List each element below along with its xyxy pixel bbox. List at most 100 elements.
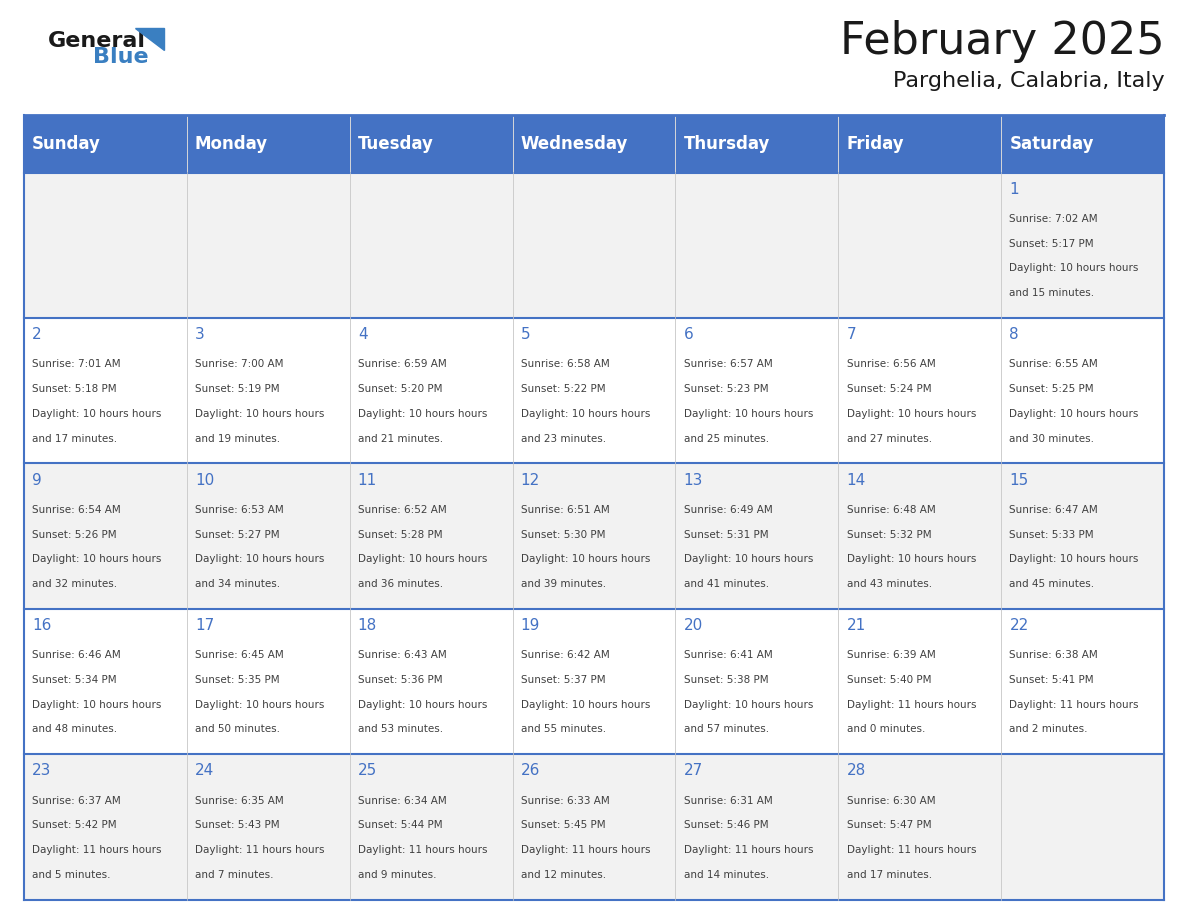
Text: Saturday: Saturday: [1010, 135, 1094, 152]
Text: Sunrise: 6:47 AM: Sunrise: 6:47 AM: [1010, 505, 1098, 515]
Text: Wednesday: Wednesday: [520, 135, 628, 152]
Text: Daylight: 11 hours hours: Daylight: 11 hours hours: [847, 700, 977, 710]
Text: and 55 minutes.: and 55 minutes.: [520, 724, 606, 734]
Text: Sunset: 5:44 PM: Sunset: 5:44 PM: [358, 821, 442, 830]
Text: Sunset: 5:32 PM: Sunset: 5:32 PM: [847, 530, 931, 540]
Bar: [839, 173, 1001, 318]
Text: Sunset: 5:43 PM: Sunset: 5:43 PM: [195, 821, 279, 830]
Text: Daylight: 10 hours hours: Daylight: 10 hours hours: [520, 554, 650, 565]
Text: 7: 7: [847, 327, 857, 342]
Bar: [1001, 173, 1164, 318]
Text: Sunset: 5:46 PM: Sunset: 5:46 PM: [683, 821, 769, 830]
Text: and 57 minutes.: and 57 minutes.: [683, 724, 769, 734]
Text: Sunrise: 6:53 AM: Sunrise: 6:53 AM: [195, 505, 284, 515]
Text: Daylight: 10 hours hours: Daylight: 10 hours hours: [683, 554, 813, 565]
Text: Daylight: 11 hours hours: Daylight: 11 hours hours: [32, 845, 162, 855]
Text: Thursday: Thursday: [683, 135, 770, 152]
Text: Sunset: 5:27 PM: Sunset: 5:27 PM: [195, 530, 279, 540]
Text: Daylight: 10 hours hours: Daylight: 10 hours hours: [520, 700, 650, 710]
Text: and 30 minutes.: and 30 minutes.: [1010, 433, 1094, 443]
Bar: [24, 318, 187, 464]
Bar: [839, 464, 1001, 609]
Text: Daylight: 10 hours hours: Daylight: 10 hours hours: [847, 409, 975, 419]
Text: Sunrise: 6:35 AM: Sunrise: 6:35 AM: [195, 796, 284, 805]
Text: Daylight: 11 hours hours: Daylight: 11 hours hours: [358, 845, 487, 855]
Text: and 25 minutes.: and 25 minutes.: [683, 433, 769, 443]
Text: Sunset: 5:34 PM: Sunset: 5:34 PM: [32, 675, 116, 685]
Text: Sunset: 5:22 PM: Sunset: 5:22 PM: [520, 384, 606, 394]
Text: and 17 minutes.: and 17 minutes.: [847, 870, 931, 879]
Text: Sunrise: 7:00 AM: Sunrise: 7:00 AM: [195, 359, 283, 369]
Text: Sunset: 5:25 PM: Sunset: 5:25 PM: [1010, 384, 1094, 394]
Text: Sunset: 5:47 PM: Sunset: 5:47 PM: [847, 821, 931, 830]
Text: Daylight: 10 hours hours: Daylight: 10 hours hours: [358, 554, 487, 565]
Text: Sunrise: 6:38 AM: Sunrise: 6:38 AM: [1010, 650, 1098, 660]
Text: Monday: Monday: [195, 135, 268, 152]
Text: 3: 3: [195, 327, 204, 342]
Text: Sunset: 5:19 PM: Sunset: 5:19 PM: [195, 384, 279, 394]
Bar: [512, 464, 676, 609]
Text: Sunset: 5:23 PM: Sunset: 5:23 PM: [683, 384, 769, 394]
Text: 9: 9: [32, 473, 42, 487]
Text: 20: 20: [683, 618, 703, 633]
Text: and 12 minutes.: and 12 minutes.: [520, 870, 606, 879]
Text: Sunrise: 6:58 AM: Sunrise: 6:58 AM: [520, 359, 609, 369]
Text: Friday: Friday: [847, 135, 904, 152]
Text: Sunrise: 6:59 AM: Sunrise: 6:59 AM: [358, 359, 447, 369]
Text: Daylight: 10 hours hours: Daylight: 10 hours hours: [195, 700, 324, 710]
Text: 18: 18: [358, 618, 377, 633]
Text: Sunrise: 6:57 AM: Sunrise: 6:57 AM: [683, 359, 772, 369]
Text: Daylight: 11 hours hours: Daylight: 11 hours hours: [1010, 700, 1139, 710]
Text: Sunrise: 6:30 AM: Sunrise: 6:30 AM: [847, 796, 935, 805]
Text: 4: 4: [358, 327, 367, 342]
Bar: [839, 609, 1001, 755]
Text: Daylight: 10 hours hours: Daylight: 10 hours hours: [847, 554, 975, 565]
Bar: [24, 609, 187, 755]
Text: and 19 minutes.: and 19 minutes.: [195, 433, 280, 443]
Text: and 43 minutes.: and 43 minutes.: [847, 579, 931, 589]
Text: Daylight: 11 hours hours: Daylight: 11 hours hours: [847, 845, 977, 855]
Text: and 9 minutes.: and 9 minutes.: [358, 870, 436, 879]
Text: Daylight: 10 hours hours: Daylight: 10 hours hours: [1010, 409, 1139, 419]
Text: Daylight: 10 hours hours: Daylight: 10 hours hours: [195, 554, 324, 565]
Bar: [1001, 318, 1164, 464]
Text: Daylight: 10 hours hours: Daylight: 10 hours hours: [32, 700, 162, 710]
Text: and 15 minutes.: and 15 minutes.: [1010, 288, 1094, 298]
Text: Sunrise: 6:45 AM: Sunrise: 6:45 AM: [195, 650, 284, 660]
Text: Sunset: 5:42 PM: Sunset: 5:42 PM: [32, 821, 116, 830]
Text: 2: 2: [32, 327, 42, 342]
Text: and 41 minutes.: and 41 minutes.: [683, 579, 769, 589]
Text: and 17 minutes.: and 17 minutes.: [32, 433, 118, 443]
Text: Sunset: 5:20 PM: Sunset: 5:20 PM: [358, 384, 442, 394]
Text: 21: 21: [847, 618, 866, 633]
Bar: [349, 609, 512, 755]
Text: 5: 5: [520, 327, 530, 342]
Text: Daylight: 10 hours hours: Daylight: 10 hours hours: [683, 409, 813, 419]
Bar: [24, 755, 187, 900]
Text: Sunrise: 6:51 AM: Sunrise: 6:51 AM: [520, 505, 609, 515]
Bar: [349, 115, 512, 173]
Text: Sunrise: 6:46 AM: Sunrise: 6:46 AM: [32, 650, 121, 660]
Bar: [187, 318, 349, 464]
Bar: [24, 115, 187, 173]
Bar: [676, 609, 839, 755]
Text: 6: 6: [683, 327, 694, 342]
Text: Sunrise: 6:52 AM: Sunrise: 6:52 AM: [358, 505, 447, 515]
Text: Sunset: 5:33 PM: Sunset: 5:33 PM: [1010, 530, 1094, 540]
Text: 11: 11: [358, 473, 377, 487]
Bar: [187, 173, 349, 318]
Text: Sunset: 5:40 PM: Sunset: 5:40 PM: [847, 675, 931, 685]
Text: and 7 minutes.: and 7 minutes.: [195, 870, 273, 879]
Bar: [24, 464, 187, 609]
Text: Parghelia, Calabria, Italy: Parghelia, Calabria, Italy: [892, 71, 1164, 91]
Text: 13: 13: [683, 473, 703, 487]
Bar: [512, 115, 676, 173]
Bar: [1001, 464, 1164, 609]
Text: 24: 24: [195, 764, 214, 778]
Text: 15: 15: [1010, 473, 1029, 487]
Bar: [676, 173, 839, 318]
Text: Tuesday: Tuesday: [358, 135, 434, 152]
Text: and 0 minutes.: and 0 minutes.: [847, 724, 925, 734]
Text: and 2 minutes.: and 2 minutes.: [1010, 724, 1088, 734]
Bar: [187, 115, 349, 173]
